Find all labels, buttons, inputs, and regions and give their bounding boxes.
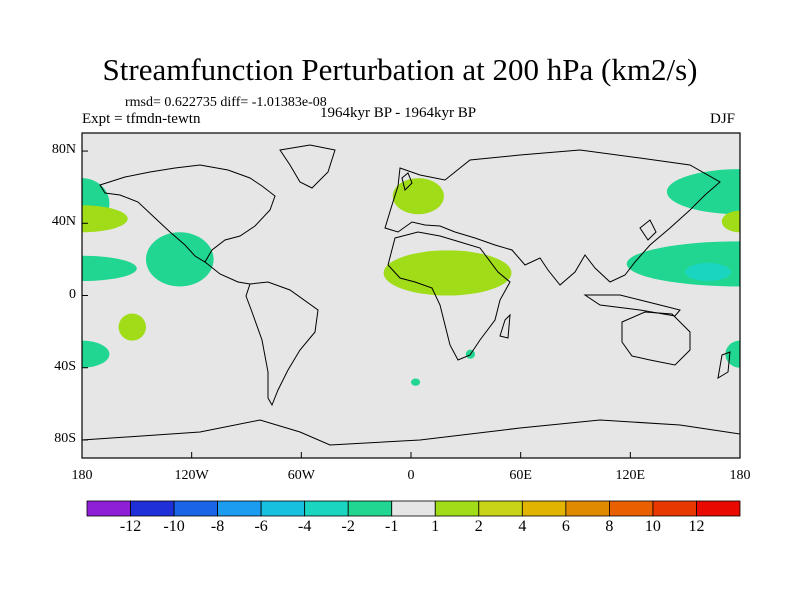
colorbar-label: 1 [431,518,440,535]
colorbar-label: 4 [518,518,527,535]
coastlines [81,144,741,446]
coast-africa [387,231,511,361]
y-tick-marks [82,150,88,441]
coast-uk [401,172,413,191]
anomaly-region-11 [118,313,146,341]
colorbar-swatch [609,500,654,517]
coast-australia [621,311,691,366]
x-tick-label: 60E [509,468,532,483]
colorbar-label: 2 [474,518,483,535]
colorbar [86,500,741,517]
colorbar-swatch [521,500,567,517]
coast-antarctica [81,419,741,446]
anomaly-region-6 [685,263,731,282]
colorbar-label: -1 [385,518,399,535]
y-tick-label: 40N [51,214,76,230]
x-tick-label: 60W [287,468,315,483]
coast-central-america [204,261,251,285]
coast-north-america [99,164,276,263]
coast-indonesia [583,294,681,317]
x-tick-label: 180 [729,468,751,483]
colorbar-swatch [652,500,697,517]
colorbar-label: -4 [297,518,312,535]
x-tick-label: 0 [407,468,415,483]
x-tick-label: 120W [174,468,209,483]
x-tick-marks [81,452,741,458]
colorbar-swatch [173,500,218,517]
x-tick-label: 120E [615,468,646,483]
colorbar-label: 12 [688,518,705,535]
colorbar-label: 10 [644,518,661,535]
anomaly-region-1 [82,255,137,282]
y-tick-label: 0 [69,286,76,302]
x-tick-label: 180 [71,468,93,483]
season-label: DJF [710,111,736,127]
coast-japan [639,219,657,241]
anomaly-region-2 [145,232,214,287]
colorbar-swatch [696,500,741,517]
coast-south-america [245,281,319,407]
colorbar-label: 6 [561,518,570,535]
anomaly-region-12 [392,178,444,215]
colorbar-swatch [86,500,131,517]
y-tick-label: 80N [51,142,76,158]
colorbar-swatch [304,500,349,517]
colorbar-swatch [217,500,262,517]
anomaly-region-9 [411,378,421,386]
colorbar-swatch [434,500,480,517]
period-label: 1964kyr BP - 1964kyr BP [320,105,477,121]
anomaly-regions [82,169,740,386]
coast-new-zealand [717,351,731,379]
colorbar-swatch [391,500,436,517]
anomaly-region-3 [82,340,110,368]
colorbar-swatch [130,500,175,517]
colorbar-swatch [347,500,393,517]
diff-label: diff= [220,95,249,110]
anomaly-region-4 [666,169,740,215]
colorbar-swatch [565,500,610,517]
stats-line: rmsd= 0.622735 diff= -1.01383e-08 [125,95,327,111]
diff-value: -1.01383e-08 [251,95,327,110]
colorbar-label: -2 [341,518,355,535]
colorbar-label: 8 [605,518,614,535]
colorbar-swatch [478,500,523,517]
colorbar-label: -6 [254,518,268,535]
anomaly-region-13 [383,250,512,296]
colorbar-label: -8 [210,518,225,535]
coast-greenland [279,144,336,189]
colorbar-swatch [260,500,306,517]
colorbar-label: -10 [163,518,185,535]
experiment-label: Expt = tfmdn-tewtn [82,111,201,127]
colorbar-label: -12 [119,518,142,535]
y-tick-label: 40S [54,358,76,374]
coast-eurasia [384,149,721,286]
coast-madagascar [499,313,511,339]
anomaly-region-10 [82,205,128,233]
rmsd-value: 0.622735 [164,95,217,110]
y-tick-label: 80S [54,430,76,446]
chart-title: Streamfunction Perturbation at 200 hPa (… [102,52,698,87]
anomaly-region-14 [721,210,740,233]
rmsd-label: rmsd= [125,95,161,110]
